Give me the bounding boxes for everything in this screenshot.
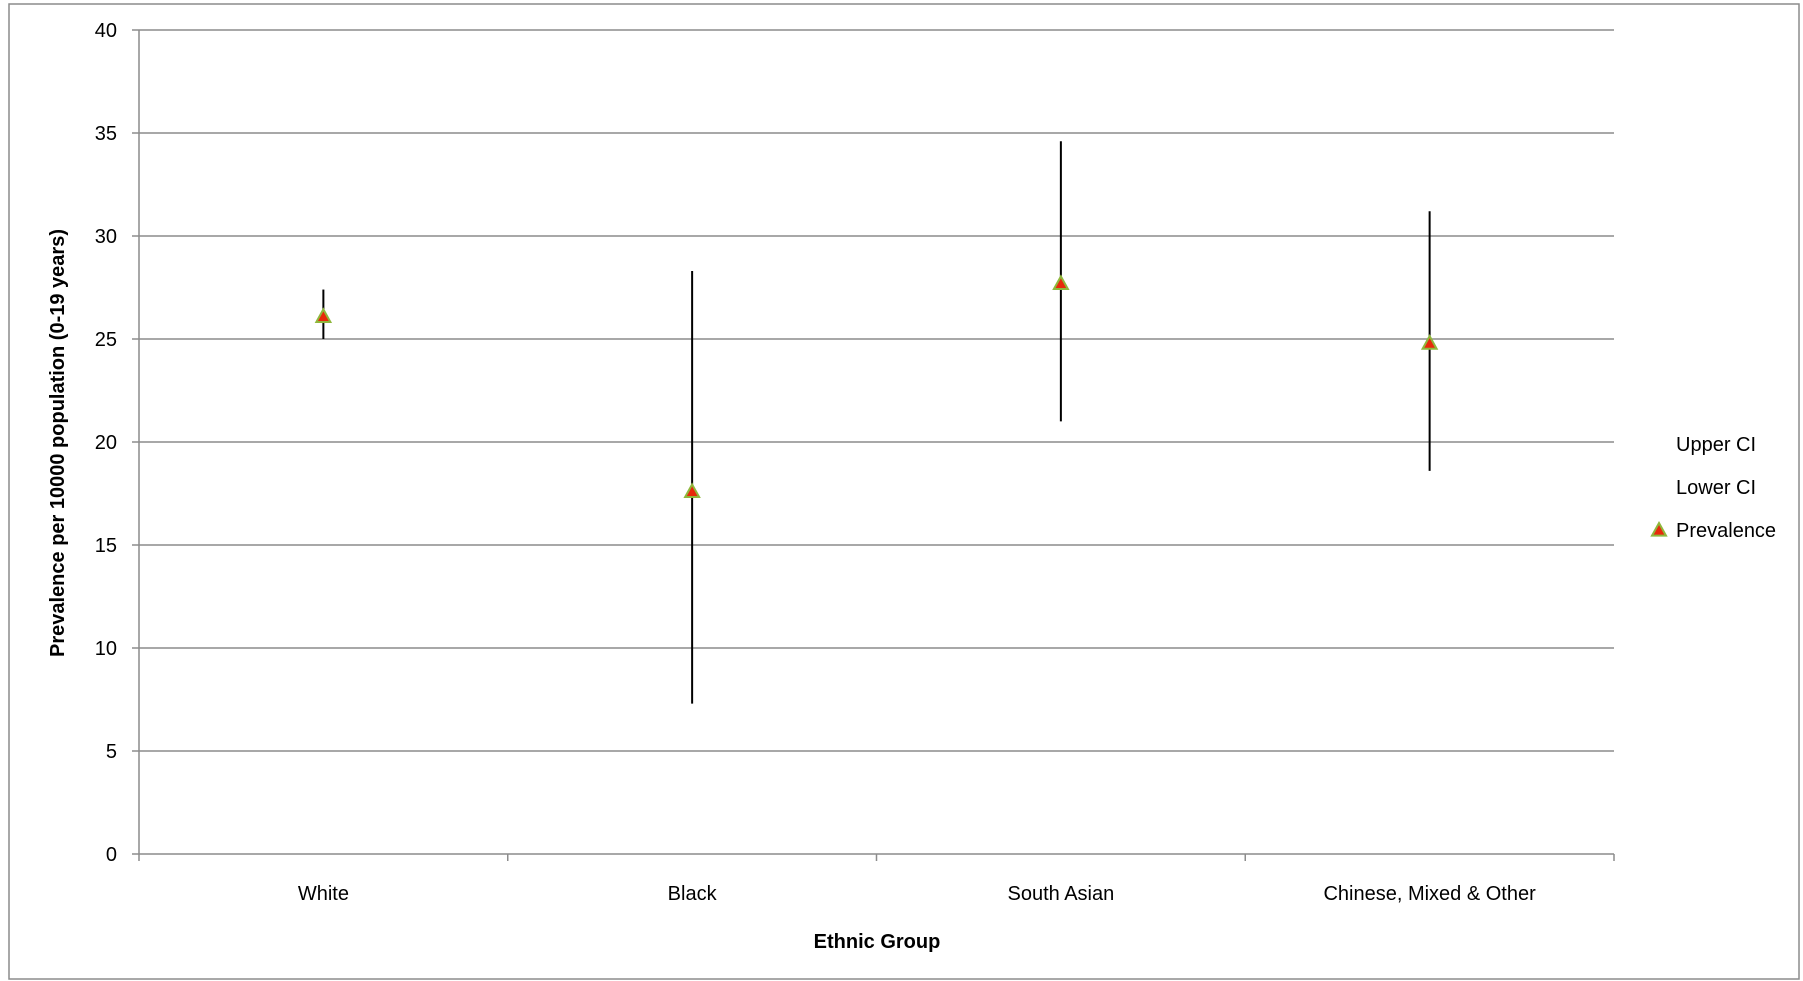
legend-item-label: Lower CI (1676, 477, 1756, 499)
y-tick-label: 5 (106, 741, 117, 763)
chart-frame (8, 3, 1800, 980)
y-tick-label: 35 (95, 123, 117, 145)
y-tick-label: 15 (95, 535, 117, 557)
axes (132, 29, 1615, 861)
y-tick-label: 30 (95, 226, 117, 248)
x-category-label: South Asian (1008, 883, 1115, 905)
legend-prevalence-marker (1650, 520, 1668, 537)
gridlines (139, 29, 1614, 752)
y-tick-label: 20 (95, 432, 117, 454)
x-category-label: White (298, 883, 349, 905)
prevalence-point (1420, 334, 1439, 350)
y-tick-label: 0 (106, 844, 117, 866)
prevalence-markers (314, 274, 1439, 499)
legend-item-label: Upper CI (1676, 434, 1756, 456)
x-category-label: Black (668, 883, 718, 905)
legend: Upper CI Lower CI Prevalence (1650, 434, 1776, 542)
y-tick-label: 25 (95, 329, 117, 351)
x-category-labels: White Black South Asian Chinese, Mixed & Ot… (298, 883, 1536, 905)
prevalence-point (683, 482, 701, 499)
y-tick-label: 10 (95, 638, 117, 660)
x-category-label: Chinese, Mixed & Other (1323, 883, 1536, 905)
prevalence-point (1052, 274, 1070, 290)
y-tick-label: 40 (95, 20, 117, 42)
x-axis-title: Ethnic Group (814, 931, 941, 953)
y-axis-title: Prevalence per 10000 population (0-19 ye… (47, 229, 69, 657)
y-tick-labels: 0 5 10 15 20 25 30 35 40 (95, 20, 117, 866)
prevalence-point (314, 307, 333, 323)
legend-item-label: Prevalence (1676, 520, 1776, 542)
